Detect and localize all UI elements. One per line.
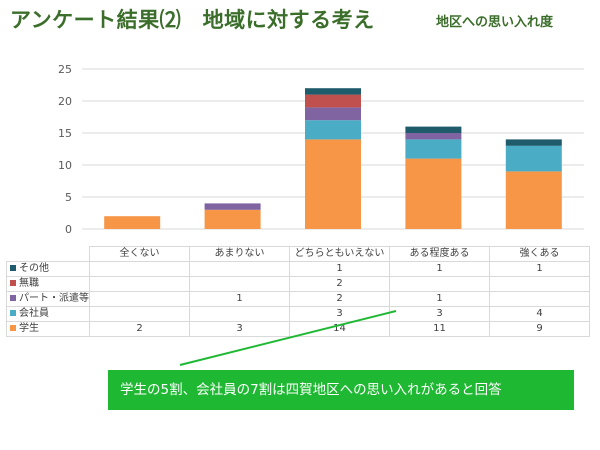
chart-data-table: 全くない あまりない どちらともいえない ある程度ある 強くある その他 1 1 1 無職 2 パート… <box>6 246 590 337</box>
page-title: アンケート結果⑵ 地域に対する考え <box>10 8 375 32</box>
legend-entry: 会社員 <box>6 306 90 322</box>
y-tick-label: 20 <box>58 95 72 108</box>
x-tick-label: ある程度ある <box>389 246 490 262</box>
data-label: 1 <box>289 261 390 277</box>
data-label: 1 <box>189 291 290 307</box>
bar-segment <box>505 145 562 172</box>
x-tick-label: 強くある <box>489 246 590 262</box>
table-row: パート・派遣等 1 2 1 <box>6 291 590 307</box>
bar-segment <box>305 94 361 108</box>
table-row: 無職 2 <box>6 276 590 292</box>
table-corner-cell <box>6 246 90 262</box>
bar-segment <box>204 209 261 229</box>
callout-note-text: 学生の5割、会社員の7割は四賀地区への思い入れがあると回答 <box>120 382 502 398</box>
bar-segment <box>204 203 261 210</box>
bar-segment <box>405 133 462 140</box>
y-tick-label: 25 <box>58 63 72 76</box>
page-subtitle: 地区への思い入れ度 <box>436 15 554 30</box>
data-label: 3 <box>289 306 390 322</box>
bar-segment <box>305 120 361 140</box>
legend-label: 会社員 <box>19 308 49 319</box>
data-label <box>489 276 590 292</box>
x-tick-label: 全くない <box>89 246 190 262</box>
data-label <box>489 291 590 307</box>
legend-entry: 無職 <box>6 276 90 292</box>
bar-segment <box>305 139 361 229</box>
legend-label: パート・派遣等 <box>19 293 89 304</box>
bar-segment <box>305 107 361 121</box>
legend-swatch <box>10 325 16 331</box>
legend-label: その他 <box>19 263 49 274</box>
data-label: 1 <box>489 261 590 277</box>
bar-segment <box>505 171 562 229</box>
data-label: 14 <box>289 321 390 337</box>
legend-entry: その他 <box>6 261 90 277</box>
x-tick-label: どちらともいえない <box>289 246 390 262</box>
legend-swatch <box>10 265 16 271</box>
data-label: 2 <box>89 321 190 337</box>
data-label <box>89 261 190 277</box>
data-label: 2 <box>289 276 390 292</box>
data-label: 1 <box>389 291 490 307</box>
bar-segment <box>505 139 562 146</box>
data-label: 9 <box>489 321 590 337</box>
y-tick-label: 10 <box>58 159 72 172</box>
table-row: 学生 2 3 14 11 9 <box>6 321 590 337</box>
data-label: 1 <box>389 261 490 277</box>
data-label <box>189 261 290 277</box>
legend-swatch <box>10 295 16 301</box>
bar-segment <box>104 216 161 229</box>
bar-segment <box>305 88 361 95</box>
bar-segment <box>405 126 462 133</box>
data-label: 3 <box>389 306 490 322</box>
y-tick-label: 0 <box>65 223 72 236</box>
data-label <box>89 291 190 307</box>
table-header-row: 全くない あまりない どちらともいえない ある程度ある 強くある <box>6 246 590 262</box>
legend-entry: パート・派遣等 <box>6 291 90 307</box>
data-label <box>89 276 190 292</box>
table-row: 会社員 3 3 4 <box>6 306 590 322</box>
legend-swatch <box>10 310 16 316</box>
data-label <box>189 306 290 322</box>
y-tick-label: 15 <box>58 127 72 140</box>
data-label <box>89 306 190 322</box>
legend-label: 学生 <box>19 323 39 334</box>
legend-swatch <box>10 280 16 286</box>
stacked-bar-chart: 0 5 10 15 20 25 <box>58 63 584 236</box>
x-tick-label: あまりない <box>189 246 290 262</box>
legend-label: 無職 <box>19 278 39 289</box>
data-label: 3 <box>189 321 290 337</box>
bar-segment <box>405 139 462 159</box>
legend-entry: 学生 <box>6 321 90 337</box>
callout-note: 学生の5割、会社員の7割は四賀地区への思い入れがあると回答 <box>108 370 574 410</box>
data-label: 2 <box>289 291 390 307</box>
data-label <box>389 276 490 292</box>
data-label: 11 <box>389 321 490 337</box>
bar-segment <box>405 158 462 229</box>
y-tick-label: 5 <box>65 191 72 204</box>
table-row: その他 1 1 1 <box>6 261 590 277</box>
data-label <box>189 276 290 292</box>
data-label: 4 <box>489 306 590 322</box>
